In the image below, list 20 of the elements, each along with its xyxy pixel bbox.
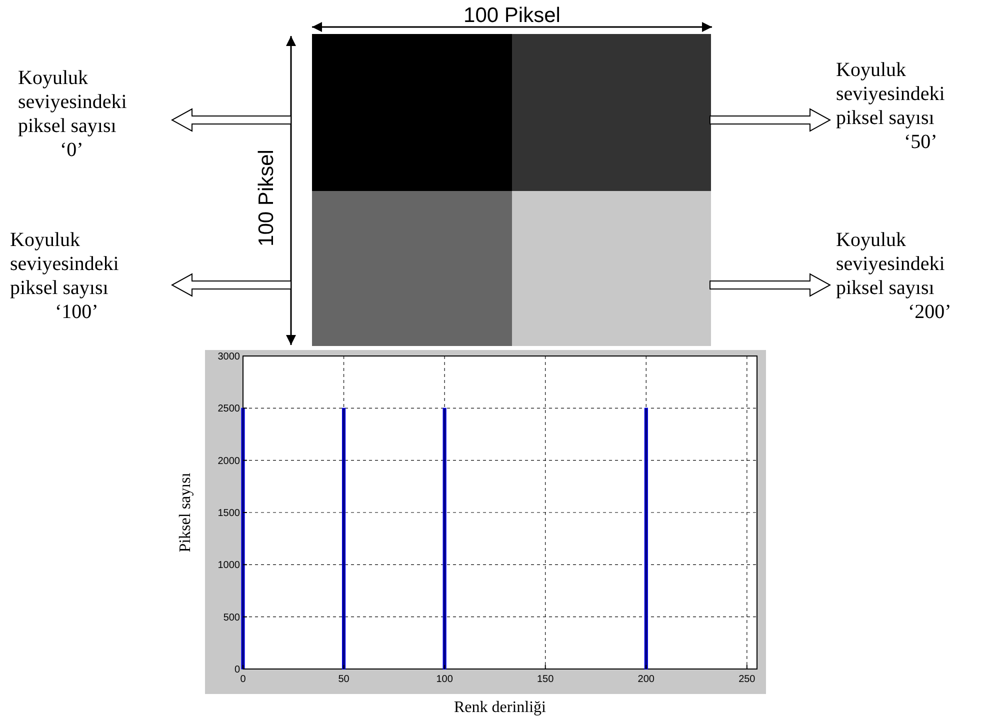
text: Koyuluk seviyesindeki piksel sayısı ‘200’ xyxy=(836,229,952,323)
y-tick-label: 1500 xyxy=(218,508,240,519)
text: 100 Piksel xyxy=(255,150,278,246)
x-tick-label: 50 xyxy=(338,674,350,685)
y-tick-label: 500 xyxy=(223,612,240,624)
y-axis-title: Piksel sayısı xyxy=(177,472,194,552)
text: 100 Piksel xyxy=(464,4,560,27)
x-tick-label: 150 xyxy=(537,674,554,685)
y-tick-label: 1000 xyxy=(218,560,240,572)
x-tick-label: 200 xyxy=(638,674,655,685)
x-tick-label: 100 xyxy=(436,674,454,685)
x-tick-label: 250 xyxy=(738,674,756,685)
text: Koyuluk seviyesindeki piksel sayısı ‘100’ xyxy=(10,229,120,323)
x-axis-title: Renk derinliği xyxy=(454,699,547,716)
y-tick-label: 2000 xyxy=(218,456,240,467)
y-tick-label: 2500 xyxy=(218,404,240,415)
y-tick-label: 0 xyxy=(234,664,240,676)
text: Koyuluk seviyesindeki piksel sayısı ‘50’ xyxy=(836,59,946,153)
y-tick-label: 3000 xyxy=(218,352,240,362)
text: Koyuluk seviyesindeki piksel sayısı ‘0’ xyxy=(18,67,128,161)
